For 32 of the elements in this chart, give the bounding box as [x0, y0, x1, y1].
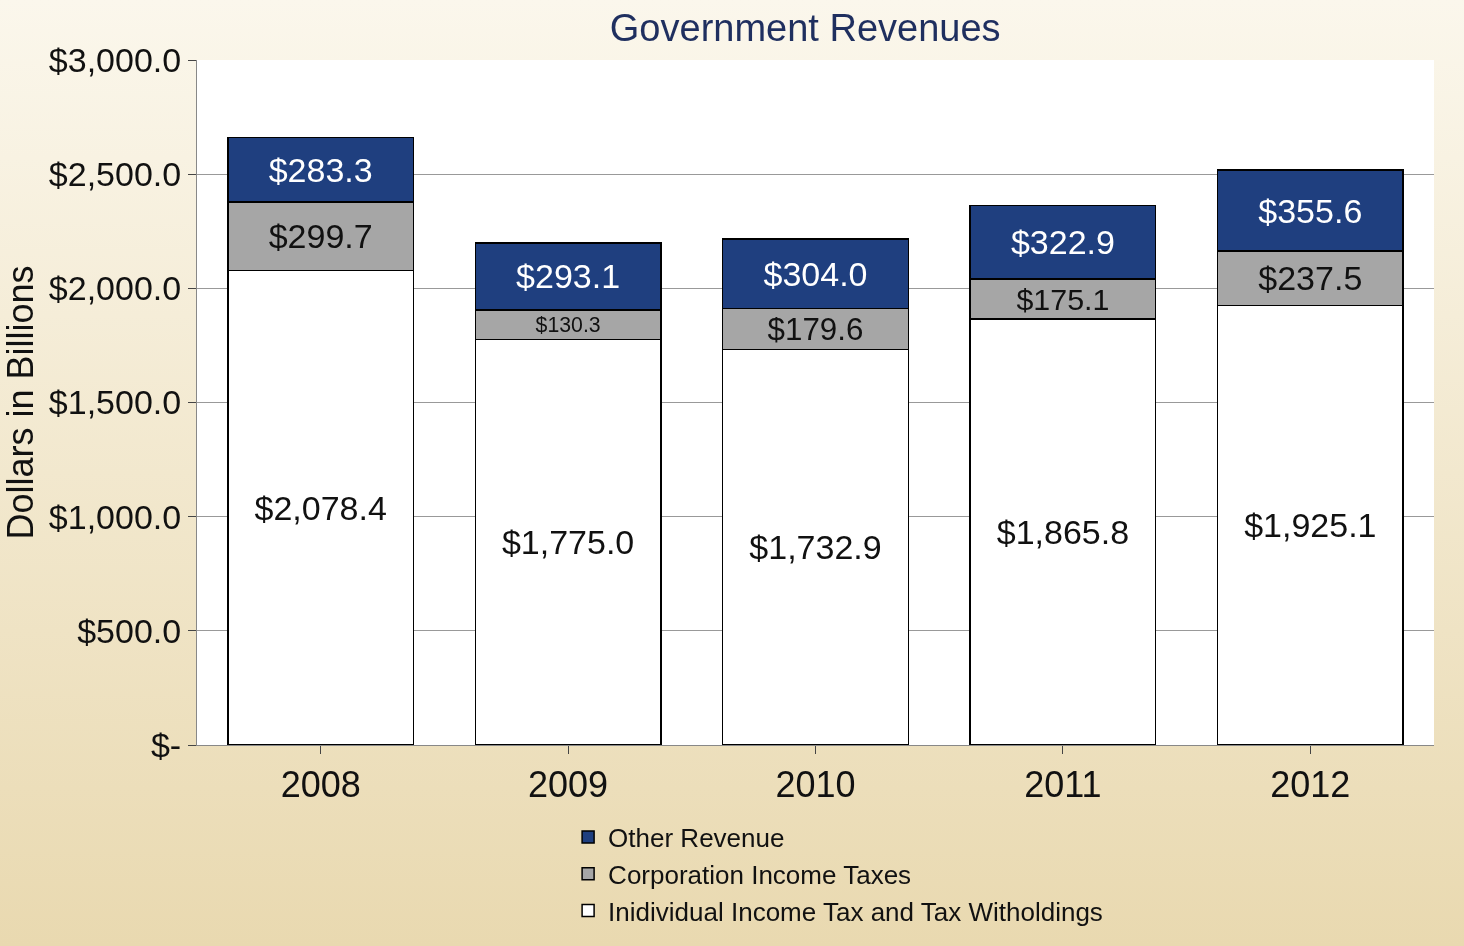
data-label: $1,775.0 [501, 523, 635, 562]
x-tick-label: 2012 [1270, 764, 1351, 806]
y-tick-label: $- [150, 725, 182, 764]
x-tick-label: 2011 [1024, 764, 1102, 806]
y-tick-label: $2,500.0 [48, 155, 182, 194]
data-label: $1,732.9 [749, 528, 882, 567]
y-tick-label: $1,000.0 [48, 497, 182, 536]
data-label: $175.1 [1016, 281, 1110, 316]
data-label: $237.5 [1258, 259, 1363, 298]
legend-label: Other Revenue [608, 823, 785, 854]
data-label: $283.3 [268, 150, 373, 189]
data-label: $1,865.8 [996, 512, 1130, 551]
data-label: $130.3 [535, 313, 601, 338]
x-tick-label: 2010 [775, 764, 856, 806]
y-tick-label: $2,000.0 [48, 269, 182, 308]
x-tick-label: 2008 [280, 764, 361, 806]
data-label: $355.6 [1258, 191, 1363, 230]
data-label: $299.7 [268, 217, 373, 256]
data-label: $179.6 [767, 311, 864, 347]
chart-title: Government Revenues [609, 6, 1001, 49]
x-tick-label: 2009 [528, 764, 609, 806]
data-label: $2,078.4 [254, 488, 387, 527]
y-tick-label: $1,500.0 [48, 383, 182, 422]
data-label: $293.1 [516, 257, 621, 296]
y-tick-label: $3,000.0 [48, 40, 182, 79]
y-axis-title: Dollars in Billions [0, 265, 41, 540]
legend-label: Corporation Income Taxes [608, 859, 912, 890]
data-label: $1,925.1 [1244, 506, 1377, 545]
y-tick-label: $500.0 [77, 611, 182, 650]
data-label: $322.9 [1010, 223, 1115, 262]
legend-label: Inidividual Income Tax and Tax Witholdings [608, 896, 1103, 927]
data-label: $304.0 [763, 254, 868, 293]
